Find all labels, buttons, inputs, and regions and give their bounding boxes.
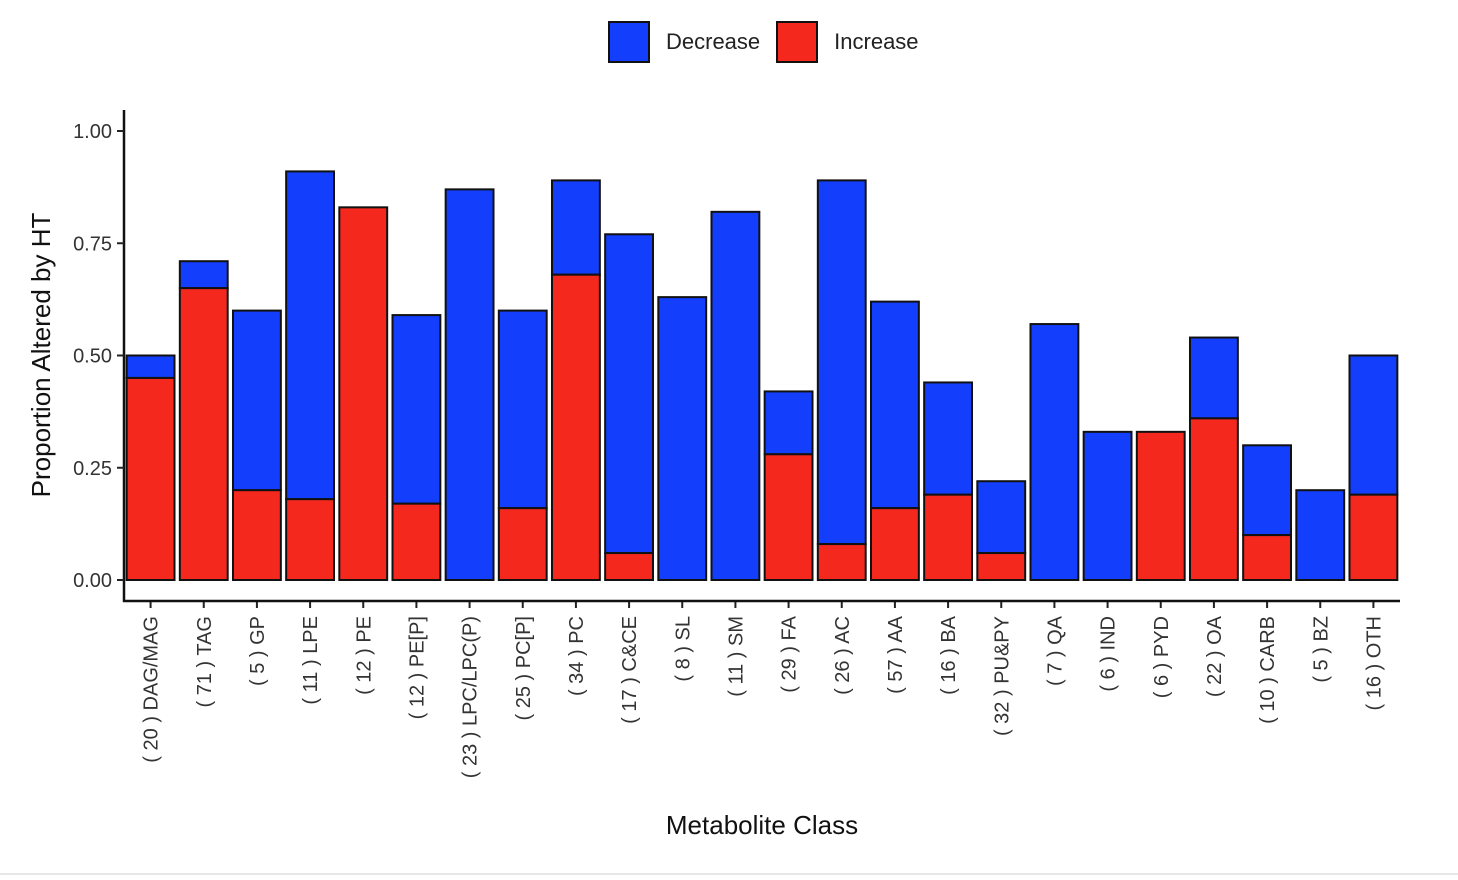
x-tick-label: ( 10 ) CARB — [1257, 616, 1279, 724]
y-tick-label: 0.25 — [73, 458, 112, 480]
x-tick-label: ( 12 ) PE[P] — [406, 616, 428, 719]
bar-increase — [869, 507, 920, 581]
x-tick-label: ( 6 ) PYD — [1151, 616, 1173, 698]
bar-increase — [763, 453, 814, 581]
bar-decrease — [178, 260, 229, 290]
x-tick-label: ( 6 ) IND — [1098, 616, 1120, 692]
bar-increase — [125, 376, 176, 582]
bar-decrease — [1348, 354, 1399, 496]
bar-decrease — [976, 480, 1027, 555]
x-tick-label: ( 23 ) LPC/LPC(P) — [460, 616, 482, 778]
x-tick-label: ( 11 ) LPE — [300, 616, 322, 705]
x-tick-label: ( 29 ) FA — [779, 615, 801, 692]
x-tick-label: ( 11 ) SM — [725, 616, 747, 697]
bar-increase — [1188, 417, 1239, 581]
x-tick-label: ( 8 ) SL — [672, 616, 694, 682]
x-tick-label: ( 26 ) AC — [832, 616, 854, 695]
bar-increase — [976, 552, 1027, 581]
bar-increase — [391, 502, 442, 582]
bar-decrease — [231, 309, 282, 492]
bar-decrease — [869, 300, 920, 510]
x-axis-title: Metabolite Class — [666, 810, 858, 840]
bar-decrease — [1188, 336, 1239, 420]
bar-increase — [923, 493, 974, 581]
bar-decrease — [550, 179, 601, 276]
bar-decrease — [1242, 444, 1293, 537]
x-tick-label: ( 16 ) BA — [938, 615, 960, 695]
bar-increase — [285, 498, 336, 581]
y-tick-label: 0.00 — [73, 570, 112, 592]
bar-decrease — [816, 179, 867, 546]
bar-decrease — [1082, 430, 1133, 581]
x-tick-label: ( 57 ) AA — [885, 615, 907, 693]
y-axis-title: Proportion Altered by HT — [26, 213, 56, 498]
y-tick-label: 1.00 — [73, 121, 112, 143]
bar-decrease — [763, 390, 814, 456]
x-tick-label: ( 71 ) TAG — [194, 616, 216, 708]
bar-decrease — [391, 314, 442, 505]
bar-decrease — [497, 309, 548, 510]
bar-decrease — [710, 210, 761, 581]
bar-decrease — [923, 381, 974, 496]
x-tick-label: ( 34 ) PC — [566, 616, 588, 696]
x-tick-label: ( 5 ) GP — [247, 616, 269, 686]
bar-increase — [178, 287, 229, 581]
legend-swatch-decrease — [608, 21, 650, 63]
x-tick-label: ( 25 ) PC[P] — [513, 616, 535, 720]
x-tick-label: ( 22 ) OA — [1204, 615, 1226, 697]
bar-increase — [550, 273, 601, 581]
legend-label-decrease: Decrease — [666, 29, 761, 54]
legend-swatch-increase — [776, 21, 819, 63]
y-tick-label: 0.50 — [73, 346, 112, 368]
bar-decrease — [1295, 489, 1346, 582]
bar-decrease — [657, 296, 708, 581]
bar-increase — [1242, 534, 1293, 581]
legend-item-increase: Increase — [776, 21, 919, 63]
x-tick-label: ( 7 ) QA — [1044, 615, 1066, 686]
bar-decrease — [604, 233, 655, 555]
bar-increase — [816, 543, 867, 582]
bar-decrease — [444, 188, 495, 581]
legend: Decrease Increase — [608, 20, 935, 64]
legend-item-decrease: Decrease — [608, 21, 760, 63]
x-tick-label: ( 32 ) PU&PY — [991, 616, 1013, 736]
bar-increase — [1348, 493, 1399, 581]
bar-increase — [1135, 430, 1186, 581]
legend-label-increase: Increase — [834, 29, 919, 54]
bar-increase — [497, 507, 548, 581]
bar-decrease — [125, 354, 176, 379]
bar-increase — [231, 489, 282, 582]
bar-increase — [338, 206, 389, 582]
bar-increase — [604, 552, 655, 581]
x-tick-label: ( 16 ) OTH — [1363, 616, 1385, 710]
bar-decrease — [1029, 323, 1080, 581]
bar-decrease — [285, 170, 336, 501]
x-tick-label: ( 17 ) C&CE — [619, 616, 641, 724]
y-tick-label: 0.75 — [73, 233, 112, 255]
x-tick-label: ( 5 ) BZ — [1310, 616, 1332, 683]
x-tick-label: ( 12 ) PE — [353, 616, 375, 695]
bottom-divider — [0, 873, 1458, 875]
x-tick-label: ( 20 ) DAG/MAG — [141, 616, 163, 763]
